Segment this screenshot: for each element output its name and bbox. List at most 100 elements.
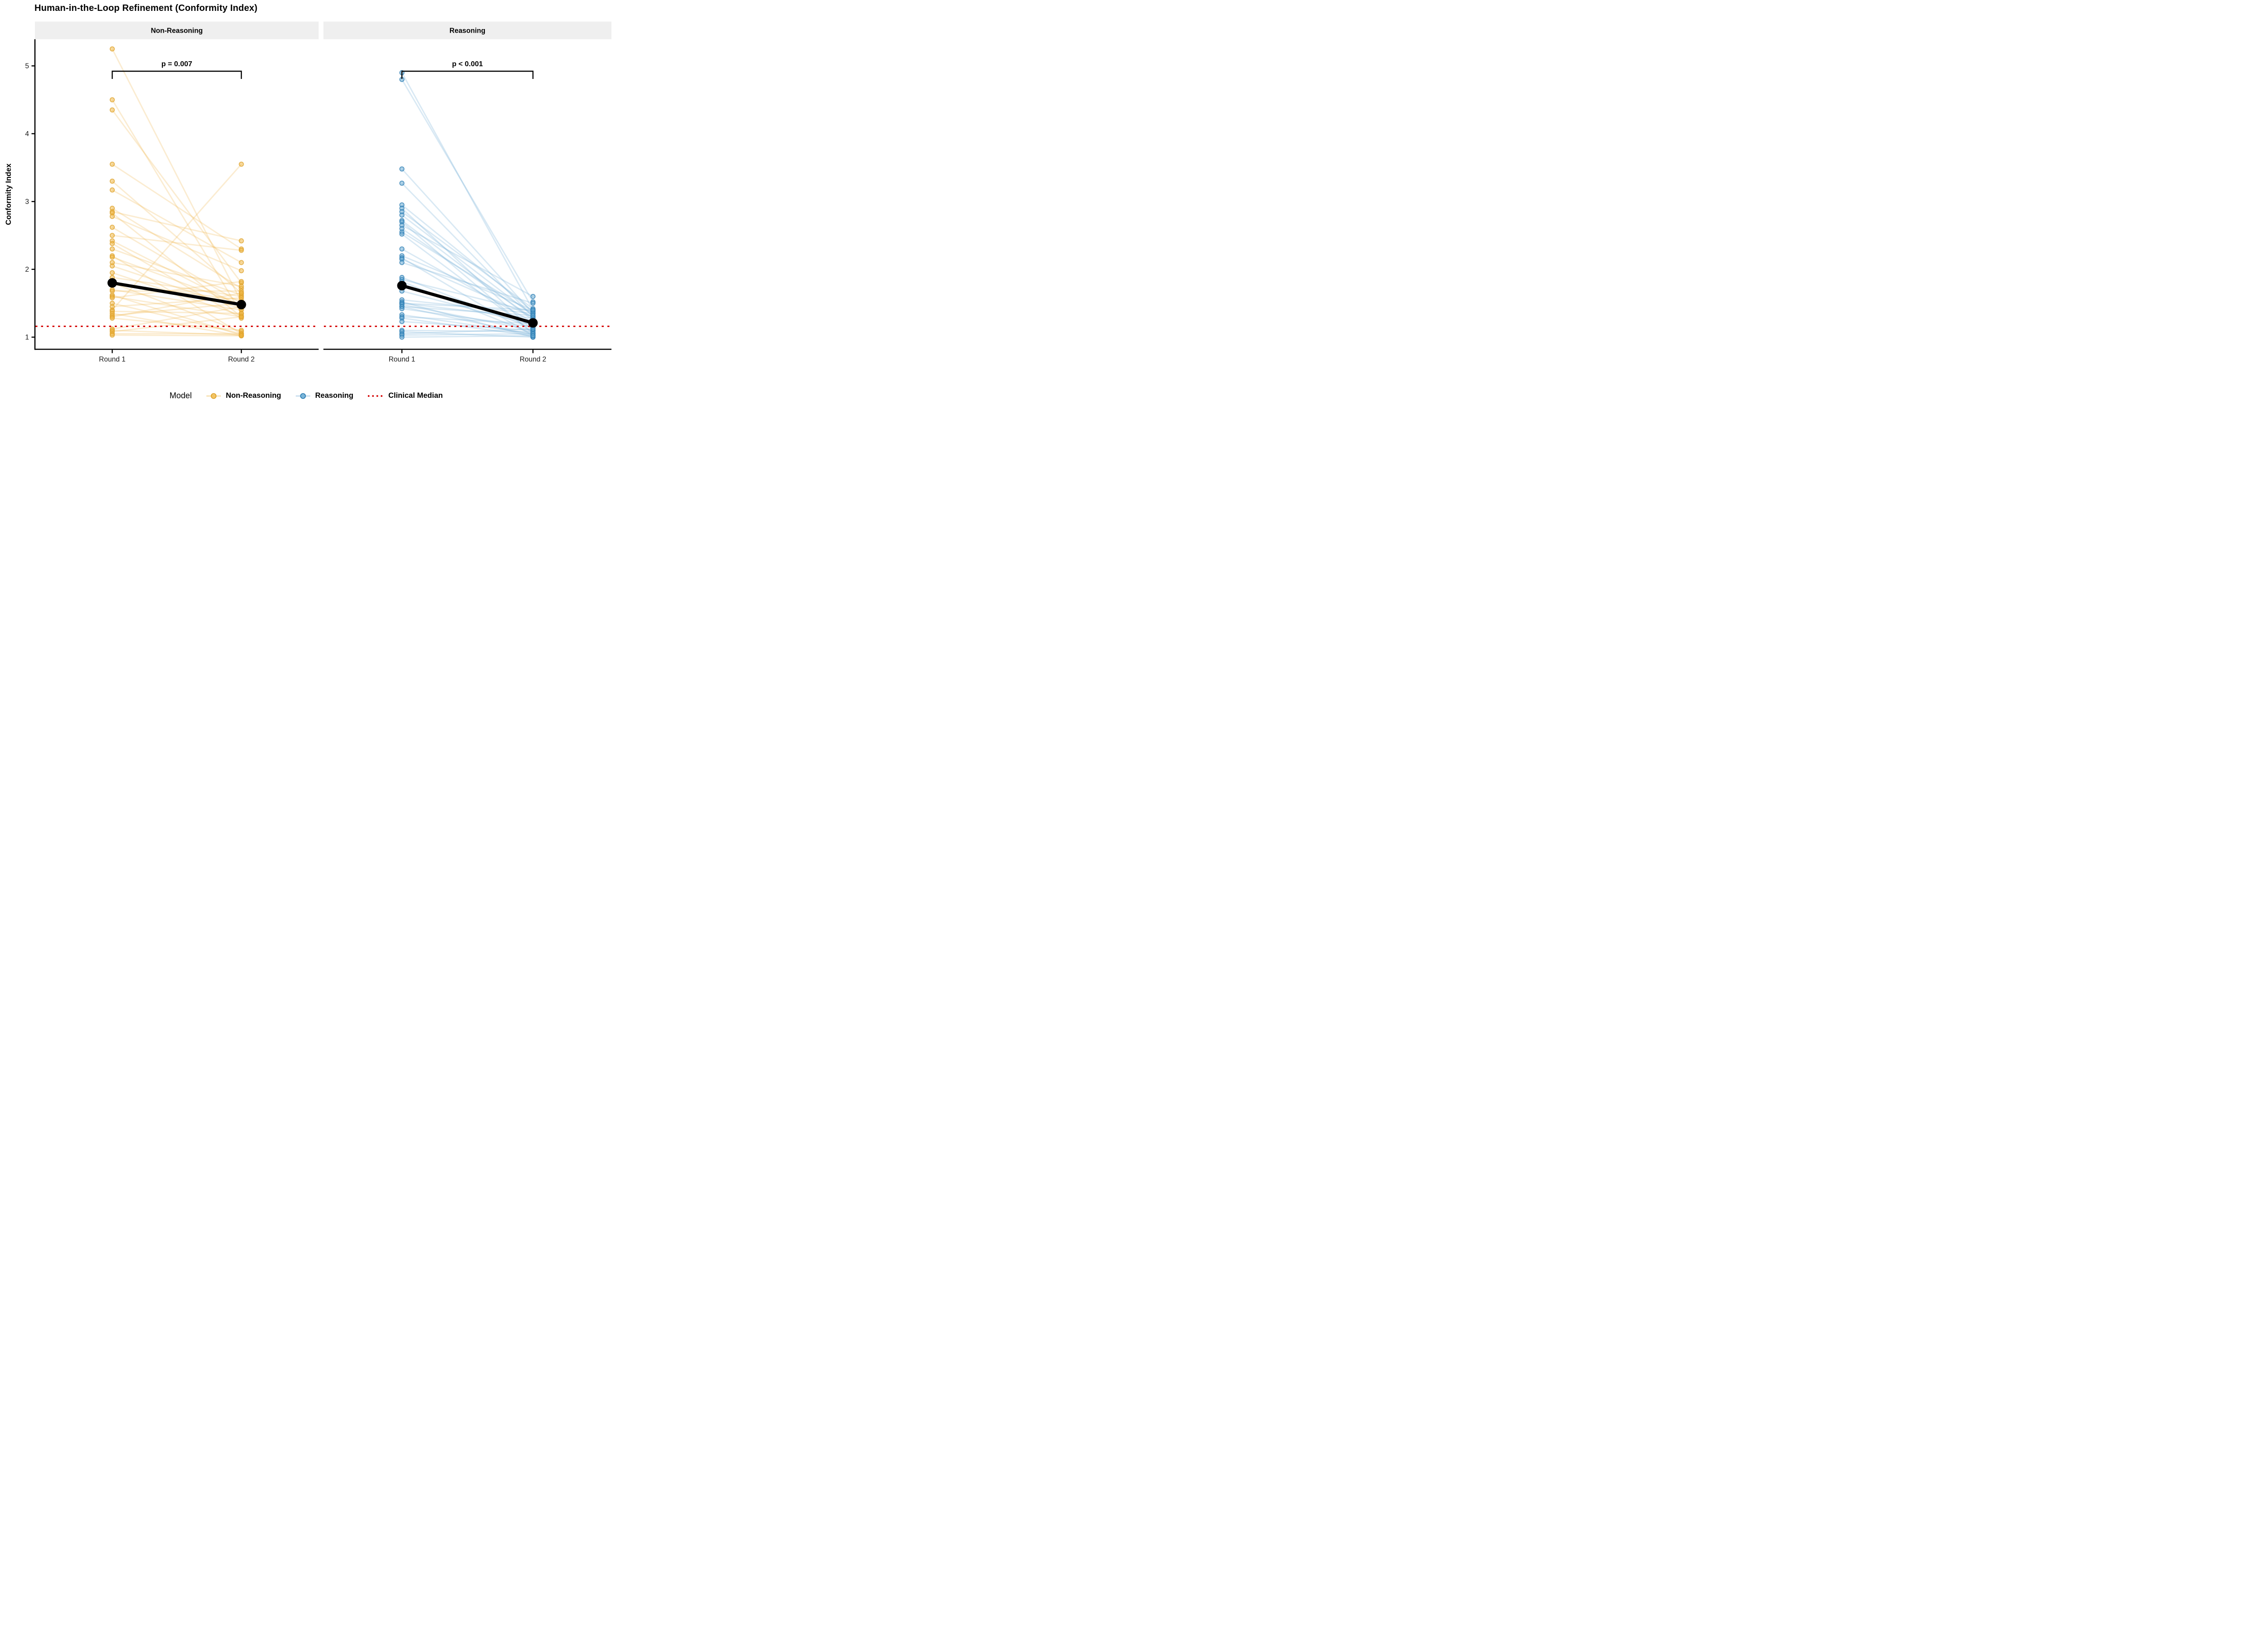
- pair-line: [112, 240, 242, 308]
- y-tick-label: 3: [25, 198, 29, 205]
- y-tick-label: 2: [25, 266, 29, 274]
- pair-line: [112, 313, 242, 337]
- data-point-round2: [239, 268, 244, 274]
- pair-line: [401, 279, 533, 313]
- dotted-line-icon: [368, 395, 384, 397]
- pair-line: [401, 306, 533, 316]
- pair-line: [401, 308, 533, 328]
- pair-line: [401, 299, 533, 314]
- data-point-round1: [109, 178, 115, 184]
- data-point-round2: [239, 295, 244, 301]
- data-point-round1: [109, 187, 115, 193]
- mean-point-round2: [236, 299, 246, 309]
- pair-line: [112, 226, 242, 304]
- page: Human-in-the-Loop Refinement (Conformity…: [0, 0, 612, 408]
- data-point-round2: [239, 314, 244, 320]
- pair-line: [112, 109, 242, 284]
- pair-line: [112, 189, 242, 264]
- data-point-round1: [399, 181, 405, 186]
- pair-line: [401, 257, 533, 337]
- data-point-round2: [239, 333, 244, 338]
- data-point-round2: [239, 260, 244, 265]
- x-tick-label: Round 2: [520, 356, 547, 363]
- pair-line: [112, 99, 242, 314]
- pair-line: [112, 303, 242, 335]
- pair-line: [401, 328, 533, 335]
- mean-line: [110, 281, 243, 306]
- data-point-round2: [530, 307, 536, 313]
- data-point-round1: [399, 260, 405, 265]
- legend-item-reasoning: Reasoning: [295, 391, 353, 401]
- legend-item-label: Reasoning: [315, 391, 354, 400]
- pair-line: [112, 262, 242, 287]
- legend-item-label: Non-Reasoning: [225, 391, 281, 400]
- pair-line: [112, 235, 242, 251]
- mean-line: [400, 284, 535, 325]
- data-point-round1: [109, 263, 115, 269]
- data-point-round1: [109, 107, 115, 113]
- pair-line: [112, 215, 242, 272]
- data-point-round1: [109, 270, 115, 275]
- y-tick-label: 4: [25, 130, 29, 138]
- pair-line: [401, 248, 533, 323]
- pair-line: [112, 294, 242, 336]
- pair-line: [112, 211, 242, 242]
- data-point-round1: [399, 319, 405, 324]
- data-point-round1: [109, 241, 115, 246]
- pair-line: [112, 277, 242, 298]
- pair-line: [401, 258, 533, 318]
- facet-strip-label: Reasoning: [450, 27, 485, 35]
- p-value-label: p < 0.001: [452, 60, 483, 68]
- mean-point-round1: [107, 278, 117, 288]
- data-point-round1: [109, 288, 115, 294]
- pair-line: [401, 211, 533, 309]
- pair-line: [401, 208, 533, 331]
- data-point-round1: [109, 295, 115, 301]
- pair-line: [112, 310, 242, 314]
- pair-line: [112, 297, 242, 308]
- data-point-round1: [399, 246, 405, 252]
- pair-line: [112, 282, 242, 332]
- pair-line: [401, 314, 533, 335]
- p-value-label: p = 0.007: [161, 60, 192, 68]
- pair-line: [112, 289, 242, 311]
- pair-line: [112, 334, 242, 337]
- pair-line: [401, 316, 533, 324]
- pair-line: [401, 225, 533, 297]
- data-point-round2: [239, 248, 244, 253]
- data-point-round1: [109, 315, 115, 321]
- data-point-round1: [109, 332, 115, 338]
- pair-line: [112, 296, 242, 318]
- data-point-round2: [239, 238, 244, 244]
- legend-item-non-reasoning: Non-Reasoning: [205, 391, 281, 401]
- pair-line: [401, 301, 533, 338]
- chart-title: Human-in-the-Loop Refinement (Conformity…: [34, 3, 258, 13]
- pair-line: [401, 204, 533, 312]
- data-point-round1: [399, 166, 405, 172]
- pair-line: [401, 262, 533, 304]
- pair-line: [112, 317, 242, 331]
- data-point-round1: [109, 233, 115, 238]
- pair-line: [112, 243, 242, 319]
- reasoning-point-icon: [295, 393, 310, 399]
- mean-point-round2: [528, 318, 538, 328]
- pair-line: [112, 207, 242, 289]
- mean-point-round1: [397, 281, 407, 291]
- pair-line: [402, 335, 533, 338]
- facet-strip-label: Non-Reasoning: [151, 27, 203, 35]
- data-point-round2: [239, 279, 244, 284]
- pair-line: [401, 72, 534, 311]
- data-point-round2: [530, 313, 536, 318]
- pair-line: [112, 49, 242, 303]
- y-tick-label: 5: [25, 62, 29, 70]
- non-reasoning-point-icon: [206, 393, 221, 399]
- pair-line: [112, 329, 242, 336]
- data-point-round1: [399, 306, 405, 312]
- data-point-round1: [109, 225, 115, 230]
- data-point-round2: [239, 161, 244, 167]
- data-point-round1: [109, 246, 115, 252]
- pair-line: [401, 79, 534, 303]
- significance-bracket: [112, 70, 242, 79]
- data-point-round2: [239, 284, 244, 289]
- legend-title: Model: [169, 391, 192, 400]
